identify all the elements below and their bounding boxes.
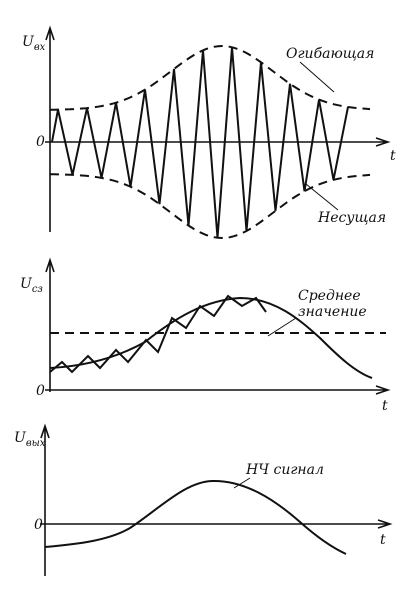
origin: 0	[36, 134, 45, 150]
envelope	[49, 44, 371, 111]
annotation: НЧ сигнал	[245, 462, 324, 478]
origin: 0	[34, 517, 43, 533]
x-label: t	[380, 532, 386, 548]
y-label: Uвых	[14, 430, 46, 449]
axes	[45, 257, 391, 395]
panel-input: Uвх 0 t Огибающая Несущая	[22, 25, 396, 240]
envelope	[49, 173, 371, 240]
leader	[299, 61, 335, 93]
leader	[305, 183, 339, 211]
leader	[233, 477, 251, 489]
y-label: Ucз	[20, 276, 43, 295]
annotation: Несущая	[317, 210, 386, 226]
y-label: Uвх	[22, 34, 46, 53]
panel-rectified: Ucз 0 t Среднее значение	[20, 257, 391, 414]
rectified-carrier	[49, 294, 267, 374]
x-label: t	[382, 398, 388, 414]
annotation: Огибающая	[286, 46, 374, 62]
leader	[267, 317, 297, 337]
annotation: значение	[298, 304, 367, 320]
panel-output: Uвых 0 t НЧ сигнал	[14, 423, 393, 576]
smooth-curve	[49, 296, 373, 379]
annotation: Среднее	[298, 288, 361, 304]
axes	[40, 423, 393, 576]
axes	[45, 25, 391, 232]
origin: 0	[36, 383, 45, 399]
x-label: t	[390, 148, 396, 164]
carrier	[51, 47, 349, 238]
lf-signal	[44, 479, 347, 555]
